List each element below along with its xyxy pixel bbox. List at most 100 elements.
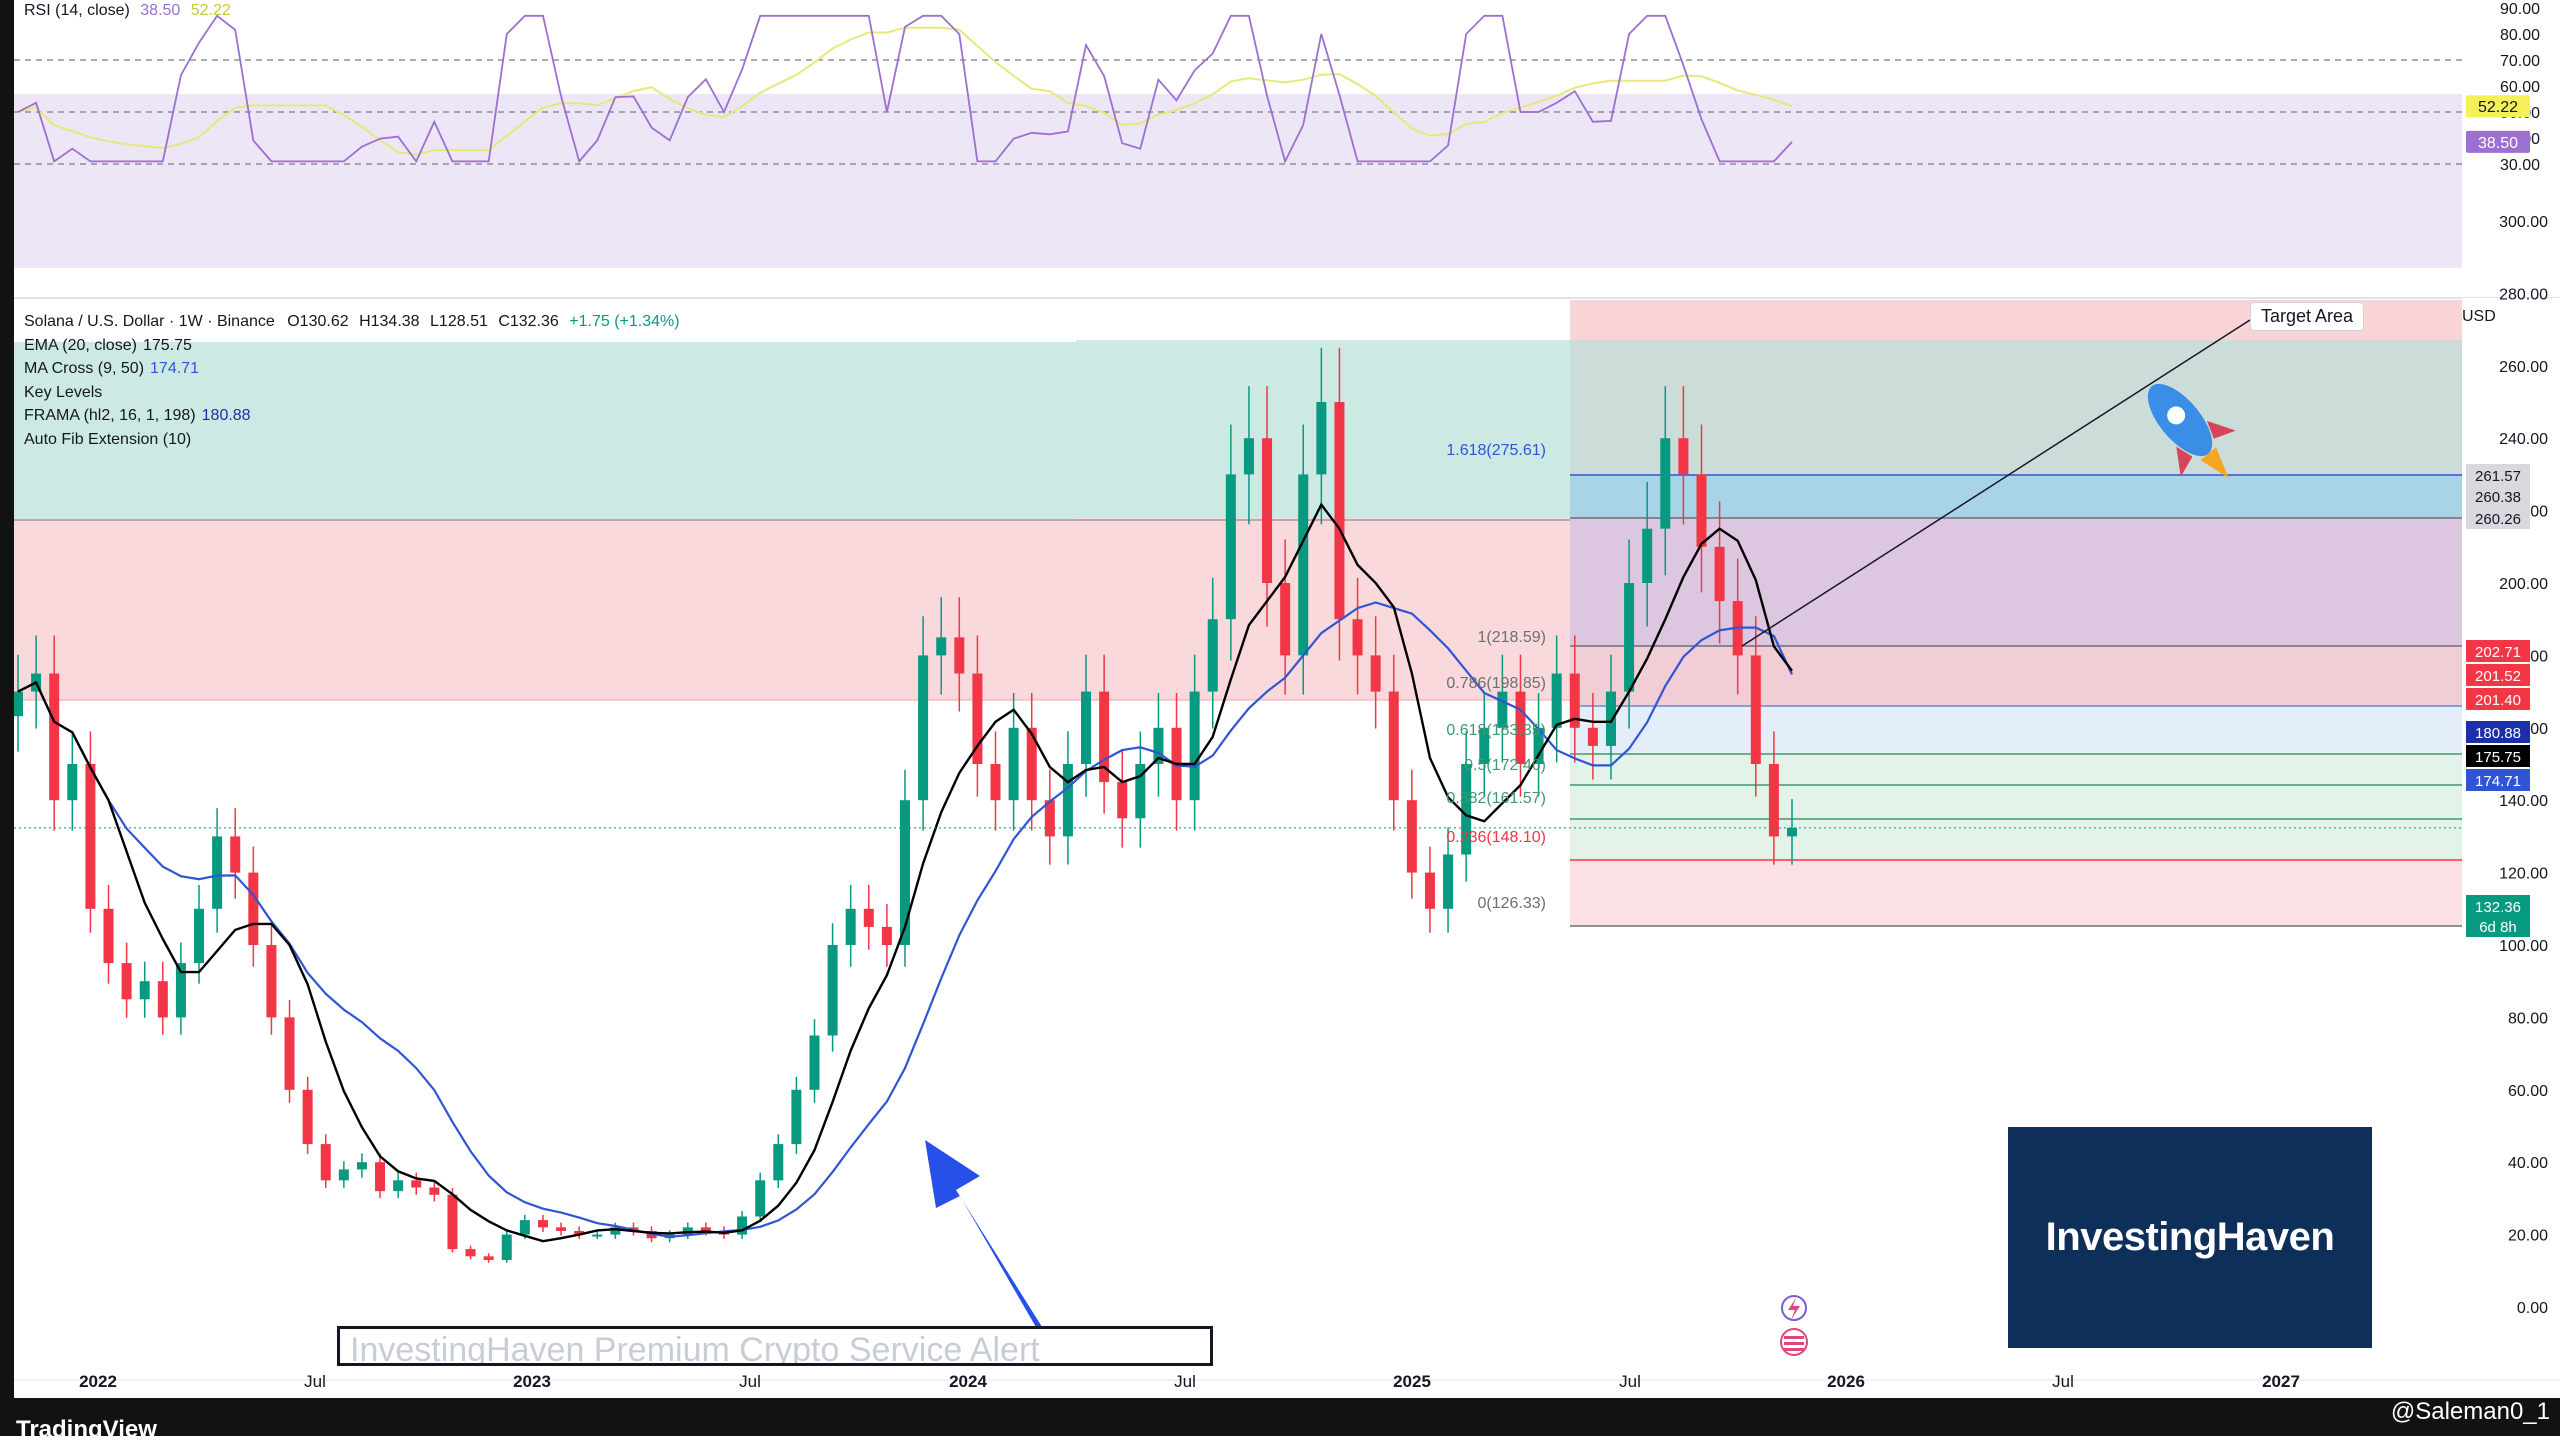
price-badge-text: 174.71 — [2475, 773, 2521, 790]
candle — [1587, 727, 1598, 746]
fib-618-band — [1570, 706, 2462, 754]
candle — [863, 908, 874, 927]
price-badge — [2466, 769, 2530, 791]
price-axis-tick: 280.00 — [2499, 286, 2548, 303]
price-axis-tick: 260.00 — [2499, 359, 2548, 376]
candle — [1787, 827, 1797, 837]
fib-label: 1(218.59) — [1478, 629, 1547, 646]
candle — [918, 655, 929, 801]
symbol-legend[interactable]: Solana / U.S. Dollar · 1W · Binance O130… — [24, 310, 680, 333]
price-axis-tick: 120.00 — [2499, 866, 2548, 883]
price-badge-text: 6d 8h — [2479, 919, 2517, 936]
candle — [791, 1089, 802, 1145]
ohlc-open: O130.62 — [287, 313, 349, 330]
candle — [737, 1216, 748, 1235]
candle — [85, 764, 96, 909]
price-axis-tick: 80.00 — [2508, 1010, 2548, 1027]
candle — [1117, 782, 1128, 819]
ohlc-low: L128.51 — [430, 313, 488, 330]
ohlc-high: H134.38 — [359, 313, 420, 330]
fib-786-band — [1570, 646, 2462, 706]
candle — [139, 981, 150, 1000]
flag-stripe — [1784, 1348, 1804, 1351]
candle — [1388, 691, 1399, 801]
price-badge — [2466, 688, 2530, 710]
candle — [13, 691, 23, 717]
price-badge-text: 261.57 — [2475, 468, 2521, 485]
bottom-bar — [0, 1398, 2560, 1436]
candle — [1316, 402, 1327, 475]
fib-label: 0(126.33) — [1478, 895, 1547, 912]
candle — [1406, 800, 1417, 873]
time-axis-label: 2026 — [1827, 1372, 1865, 1391]
candle — [284, 1017, 295, 1090]
fib-label: 0.236(148.10) — [1446, 829, 1546, 846]
candle — [212, 836, 223, 909]
flag-stripe — [1784, 1342, 1804, 1345]
candle — [1280, 583, 1291, 656]
fib-label: 0.786(198.85) — [1446, 675, 1546, 692]
indicator-ma-cross[interactable]: MA Cross (9, 50) 174.71 — [24, 360, 199, 377]
candle — [230, 836, 241, 873]
rsi-legend-value: 38.50 — [140, 2, 181, 19]
candle — [1062, 764, 1073, 837]
indicator-frama[interactable]: FRAMA (hl2, 16, 1, 198) 180.88 — [24, 407, 251, 424]
candle — [483, 1256, 494, 1260]
candle — [67, 764, 78, 801]
rsi-axis-tick: 60.00 — [2500, 79, 2540, 96]
time-axis-label: Jul — [2052, 1372, 2074, 1391]
lightning-icon — [1781, 1295, 1807, 1321]
rocket-fins — [2176, 420, 2236, 477]
fib-0-band — [1570, 860, 2462, 926]
candle — [447, 1194, 458, 1250]
price-axis-tick: 40.00 — [2508, 1155, 2548, 1172]
candle — [556, 1227, 567, 1231]
lightning-bolt — [1788, 1298, 1800, 1320]
fib-label: 0.382(161.57) — [1446, 790, 1546, 807]
price-badge-text: 260.38 — [2475, 489, 2521, 506]
ohlc-close: C132.36 — [498, 313, 559, 330]
price-badge-text: 202.71 — [2475, 644, 2521, 661]
rsi-axis-tick: 80.00 — [2500, 27, 2540, 44]
candle — [773, 1144, 784, 1181]
indicator-key-levels[interactable]: Key Levels — [24, 384, 103, 401]
rsi-legend-title: RSI (14, close) — [24, 2, 130, 19]
rsi-legend: RSI (14, close) 38.50 52.22 — [24, 2, 231, 20]
candle — [1768, 764, 1779, 837]
time-axis-label: 2023 — [513, 1372, 551, 1391]
price-axis-bg — [2462, 298, 2560, 1380]
rsi-badge — [2466, 95, 2530, 118]
price-badge — [2466, 895, 2530, 917]
candle — [266, 945, 277, 1018]
candle — [49, 673, 60, 801]
time-axis-label: 2027 — [2262, 1372, 2300, 1391]
rocket-flame — [2200, 447, 2229, 479]
candle — [411, 1180, 422, 1188]
price-axis-tick: 140.00 — [2499, 793, 2548, 810]
ma-cross-line — [17, 601, 1793, 1238]
candle — [1533, 727, 1544, 764]
candle — [501, 1234, 512, 1260]
candle — [845, 908, 856, 945]
candle — [755, 1180, 766, 1217]
candle — [429, 1187, 440, 1195]
fib-label: 0.618(183.35) — [1446, 722, 1546, 739]
us-flag-icon — [1780, 1328, 1808, 1356]
candle — [610, 1227, 621, 1235]
ohlc-change: +1.75 (+1.34%) — [569, 313, 680, 330]
indicator-ema[interactable]: EMA (20, close) 175.75 — [24, 337, 192, 354]
price-axis-tick: 200.00 — [2499, 576, 2548, 593]
rsi-badge-text: 38.50 — [2478, 135, 2518, 152]
target-zone-green — [1570, 340, 2462, 478]
rsi-axis-tick: 70.00 — [2500, 53, 2540, 70]
fib-label: 1.618(275.61) — [1446, 442, 1546, 459]
candle — [320, 1144, 331, 1181]
currency-label[interactable]: USD — [2462, 308, 2496, 325]
indicator-auto-fib[interactable]: Auto Fib Extension (10) — [24, 431, 192, 448]
rsi-badge — [2466, 130, 2530, 153]
fib-label: 0.5(172.46) — [1464, 757, 1546, 774]
time-axis-label: Jul — [304, 1372, 326, 1391]
premium-banner-text: InvestingHaven Premium Crypto Service Al… — [350, 1331, 1040, 1366]
